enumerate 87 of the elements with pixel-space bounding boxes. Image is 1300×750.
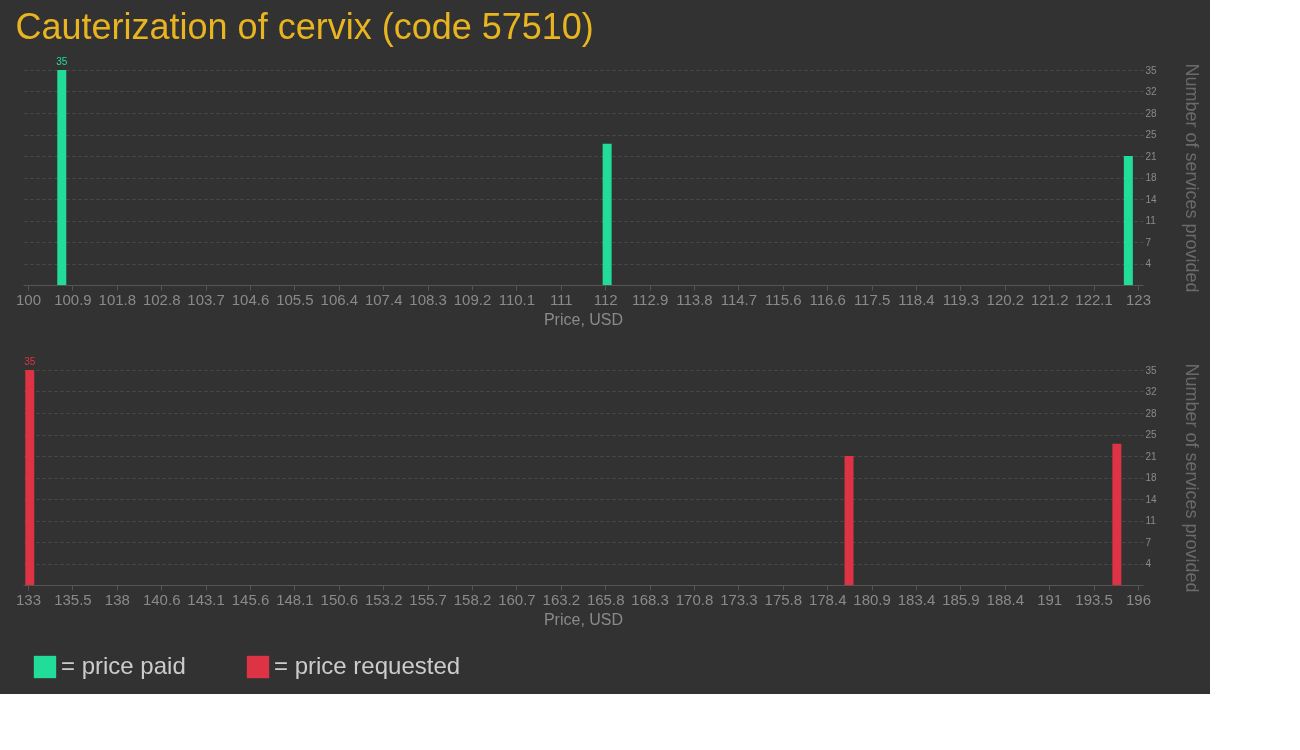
x-tick-label: 121.2 bbox=[1030, 290, 1069, 308]
x-tick-label: 191 bbox=[1037, 590, 1063, 608]
x-tick-label: 110.1 bbox=[498, 290, 536, 308]
y-tick-label: 28 bbox=[1145, 407, 1158, 419]
y-tick-label: 4 bbox=[1145, 558, 1152, 569]
y-tick-label: 21 bbox=[1145, 450, 1158, 462]
text: 35 bbox=[24, 356, 36, 367]
y-tick-label: 18 bbox=[1145, 472, 1158, 483]
x-tick-label: 168.3 bbox=[631, 590, 669, 608]
x-tick-label: 175.8 bbox=[764, 590, 803, 608]
x-tick-label: 104.6 bbox=[231, 290, 270, 308]
x-tick-label: 106.4 bbox=[320, 290, 359, 308]
x-tick-label: 158.2 bbox=[453, 590, 492, 608]
x-tick-label: 163.2 bbox=[542, 590, 581, 608]
x-tick-label: 138 bbox=[104, 590, 130, 608]
x-tick-label: 148.1 bbox=[276, 590, 314, 608]
y-tick-label: 11 bbox=[1145, 215, 1157, 226]
bar bbox=[844, 456, 854, 585]
y-tick-label: 14 bbox=[1145, 493, 1158, 505]
y-tick-label: 25 bbox=[1145, 129, 1158, 140]
x-tick-label: 115.6 bbox=[765, 290, 802, 308]
x-tick-label: 101.8 bbox=[98, 290, 137, 308]
x-tick-label: 119.3 bbox=[942, 290, 980, 308]
y-tick-label: 32 bbox=[1145, 386, 1158, 397]
x-tick-label: 133 bbox=[15, 590, 42, 608]
x-tick-label: 113.8 bbox=[676, 290, 713, 308]
text: 35 bbox=[56, 56, 68, 67]
y-tick-label: 28 bbox=[1145, 107, 1158, 119]
x-tick-label: 155.7 bbox=[409, 590, 447, 608]
x-tick-label: 105.5 bbox=[276, 290, 314, 308]
x-axis-title: Price, USD bbox=[543, 310, 624, 328]
x-tick-label: 111 bbox=[549, 290, 573, 308]
bar bbox=[602, 143, 612, 285]
bar bbox=[1112, 443, 1122, 585]
x-tick-label: 196 bbox=[1125, 590, 1152, 608]
bar bbox=[57, 70, 67, 285]
x-tick-label: 188.4 bbox=[986, 590, 1025, 608]
x-tick-label: 118.4 bbox=[898, 290, 935, 308]
x-tick-label: 102.8 bbox=[142, 290, 181, 308]
legend-label: = price requested bbox=[274, 652, 461, 679]
x-axis-title: Price, USD bbox=[543, 610, 624, 628]
x-tick-label: 183.4 bbox=[897, 590, 936, 608]
x-tick-label: 117.5 bbox=[853, 290, 891, 308]
x-tick-label: 112 bbox=[593, 290, 618, 308]
x-tick-label: 116.6 bbox=[809, 290, 846, 308]
x-tick-label: 107.4 bbox=[364, 290, 403, 308]
x-tick-label: 153.2 bbox=[364, 590, 403, 608]
chart-title: Cauterization of cervix (code 57510) bbox=[15, 6, 594, 47]
x-tick-label: 185.9 bbox=[942, 590, 980, 608]
y-tick-label: 32 bbox=[1145, 86, 1158, 97]
x-tick-label: 165.8 bbox=[586, 590, 625, 608]
y-axis-title: Number of services provided bbox=[1181, 63, 1202, 293]
x-tick-label: 150.6 bbox=[320, 590, 359, 608]
x-tick-label: 140.6 bbox=[142, 590, 181, 608]
bar bbox=[25, 370, 35, 585]
x-tick-label: 160.7 bbox=[498, 590, 536, 608]
x-tick-label: 120.2 bbox=[986, 290, 1025, 308]
y-tick-label: 11 bbox=[1145, 515, 1157, 526]
y-tick-label: 35 bbox=[1145, 64, 1158, 76]
x-tick-label: 173.3 bbox=[720, 590, 758, 608]
x-tick-label: 100.9 bbox=[54, 290, 92, 308]
y-tick-label: 18 bbox=[1145, 172, 1158, 183]
y-tick-label: 7 bbox=[1145, 536, 1152, 548]
x-tick-label: 145.6 bbox=[231, 590, 270, 608]
x-tick-label: 112.9 bbox=[631, 290, 669, 308]
y-tick-label: 14 bbox=[1145, 193, 1158, 205]
x-tick-label: 123 bbox=[1125, 290, 1152, 308]
y-tick-label: 21 bbox=[1145, 150, 1158, 162]
y-tick-label: 7 bbox=[1145, 236, 1152, 248]
x-tick-label: 103.7 bbox=[187, 290, 225, 308]
x-tick-label: 170.8 bbox=[675, 590, 714, 608]
legend-label: = price paid bbox=[61, 652, 186, 679]
x-tick-label: 109.2 bbox=[453, 290, 492, 308]
x-tick-label: 135.5 bbox=[54, 590, 92, 608]
x-tick-label: 100 bbox=[15, 290, 42, 308]
x-tick-label: 108.3 bbox=[409, 290, 447, 308]
x-tick-label: 193.5 bbox=[1075, 590, 1113, 608]
y-tick-label: 4 bbox=[1145, 258, 1152, 269]
y-tick-label: 35 bbox=[1145, 364, 1158, 376]
x-tick-label: 143.1 bbox=[187, 590, 225, 608]
x-tick-label: 114.7 bbox=[720, 290, 758, 308]
y-tick-label: 25 bbox=[1145, 429, 1158, 440]
x-tick-label: 180.9 bbox=[853, 590, 891, 608]
x-tick-label: 178.4 bbox=[808, 590, 847, 608]
y-axis-title: Number of services provided bbox=[1181, 363, 1202, 593]
bar bbox=[1123, 156, 1133, 285]
x-tick-label: 122.1 bbox=[1075, 290, 1113, 308]
